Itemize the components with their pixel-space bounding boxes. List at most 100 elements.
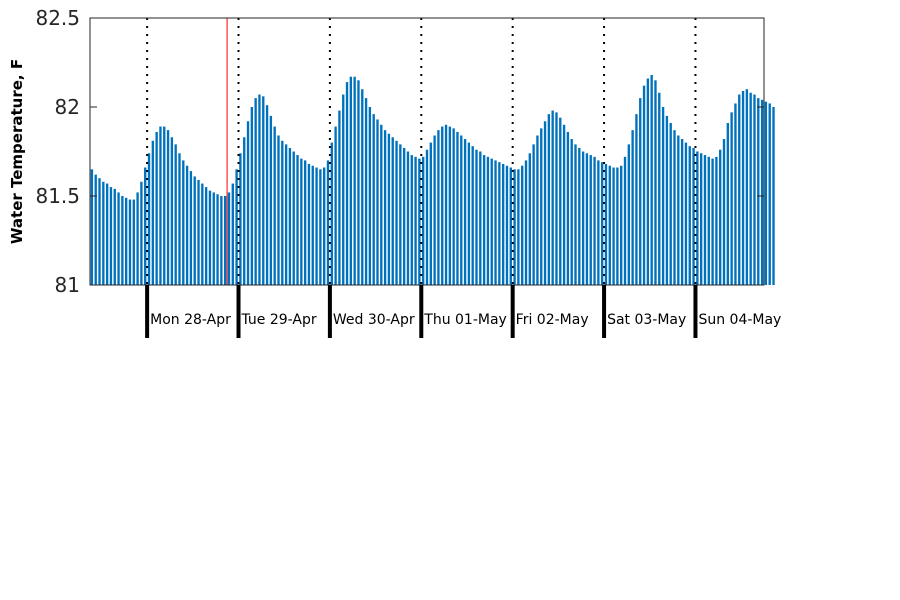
temperature-bar: [597, 160, 600, 285]
temperature-bar: [658, 92, 661, 285]
temperature-bar: [243, 137, 246, 285]
day-label: Tue 29-Apr: [241, 312, 317, 328]
temperature-bar: [490, 158, 493, 285]
temperature-bar: [661, 107, 665, 285]
temperature-bar: [277, 135, 280, 285]
temperature-bar: [753, 94, 756, 285]
temperature-bar: [540, 128, 543, 285]
temperature-bar: [383, 130, 387, 285]
temperature-bar: [315, 167, 318, 285]
temperature-bar: [399, 144, 402, 285]
temperature-bar: [269, 115, 273, 286]
temperature-bar: [547, 114, 551, 286]
temperature-bar: [147, 153, 151, 285]
temperature-bar: [166, 130, 170, 285]
temperature-bar: [326, 160, 330, 285]
temperature-bar: [239, 153, 242, 285]
temperature-bar: [600, 162, 604, 285]
temperature-bar: [665, 115, 669, 286]
y-tick-label: 81: [55, 273, 80, 297]
temperature-bar: [574, 144, 577, 285]
temperature-bar: [357, 80, 360, 285]
temperature-bar: [102, 181, 105, 285]
temperature-bar: [528, 153, 531, 285]
temperature-bar: [475, 149, 478, 285]
temperature-bar: [265, 105, 269, 285]
temperature-bar: [189, 171, 193, 285]
temperature-bar: [90, 169, 94, 285]
temperature-bar: [612, 167, 615, 285]
temperature-bar: [395, 140, 398, 285]
temperature-bar: [163, 126, 166, 285]
temperature-bar: [730, 112, 733, 285]
temperature-bar: [513, 169, 516, 285]
temperature-bar: [722, 139, 726, 285]
temperature-bar: [680, 139, 684, 285]
temperature-bar: [113, 188, 116, 285]
temperature-bar: [757, 98, 760, 285]
temperature-bar: [517, 169, 520, 285]
temperature-bar: [437, 130, 440, 285]
temperature-bar: [654, 80, 657, 285]
plot-area-frame: [89, 17, 765, 286]
x-axis-day-ticks: Mon 28-Apr Tue 29-Apr Wed 30-Apr Thu 01-May…: [145, 285, 781, 338]
temperature-bar: [132, 199, 135, 285]
temperature-bar: [498, 162, 501, 285]
temperature-bar: [467, 142, 471, 285]
temperature-bar: [140, 181, 143, 285]
temperature-bar: [109, 187, 113, 285]
temperature-bar: [532, 144, 535, 285]
temperature-bar: [703, 155, 707, 285]
temperature-bar: [296, 155, 299, 285]
temperature-bar: [524, 160, 528, 285]
temperature-bar: [361, 89, 364, 285]
temperature-bar: [330, 142, 333, 285]
temperature-bar: [543, 121, 547, 286]
temperature-bar: [669, 123, 672, 286]
temperature-bar: [178, 153, 181, 285]
temperature-bar: [414, 156, 417, 285]
temperature-bar: [342, 94, 345, 285]
temperature-bar: [772, 107, 775, 285]
temperature-bar: [220, 196, 223, 285]
y-axis: 81 81.5 82 82.5: [35, 6, 764, 297]
temperature-bar: [559, 117, 562, 286]
temperature-bar: [204, 187, 208, 285]
temperature-bar: [227, 192, 231, 285]
temperature-bar: [760, 99, 764, 285]
temperature-bar: [620, 165, 623, 285]
temperature-bar: [402, 147, 406, 285]
temperature-bar: [136, 192, 139, 285]
temperature-bar: [300, 158, 303, 285]
temperature-bar: [250, 107, 254, 285]
day-label: Sun 04-May: [698, 312, 781, 328]
temperature-bar: [585, 153, 589, 285]
temperature-bar: [479, 151, 482, 285]
temperature-bar: [380, 124, 383, 285]
temperature-bar: [185, 165, 189, 285]
temperature-bar: [734, 103, 737, 285]
temperature-bar: [410, 155, 413, 285]
temperature-bar: [433, 135, 436, 285]
y-tick-label: 82: [55, 95, 80, 119]
temperature-bar: [197, 179, 200, 285]
temperature-bar: [323, 167, 326, 285]
temperature-bar: [711, 158, 714, 285]
temperature-bar: [749, 92, 752, 285]
temperature-bar: [608, 165, 611, 285]
temperature-bar: [307, 163, 311, 285]
temperature-bar: [98, 178, 101, 285]
temperature-bar: [741, 90, 745, 285]
temperature-bar: [368, 107, 372, 285]
temperature-bar: [639, 98, 642, 285]
temperature-bar: [726, 123, 729, 286]
temperature-bar: [387, 133, 391, 285]
temperature-bar: [174, 144, 177, 285]
temperature-bar: [128, 199, 132, 285]
temperature-bar: [715, 156, 718, 285]
day-label: Thu 01-May: [423, 312, 507, 328]
temperature-bar: [235, 169, 238, 285]
temperature-bar: [696, 151, 699, 285]
temperature-bar: [406, 151, 410, 285]
temperature-bar: [673, 130, 676, 285]
